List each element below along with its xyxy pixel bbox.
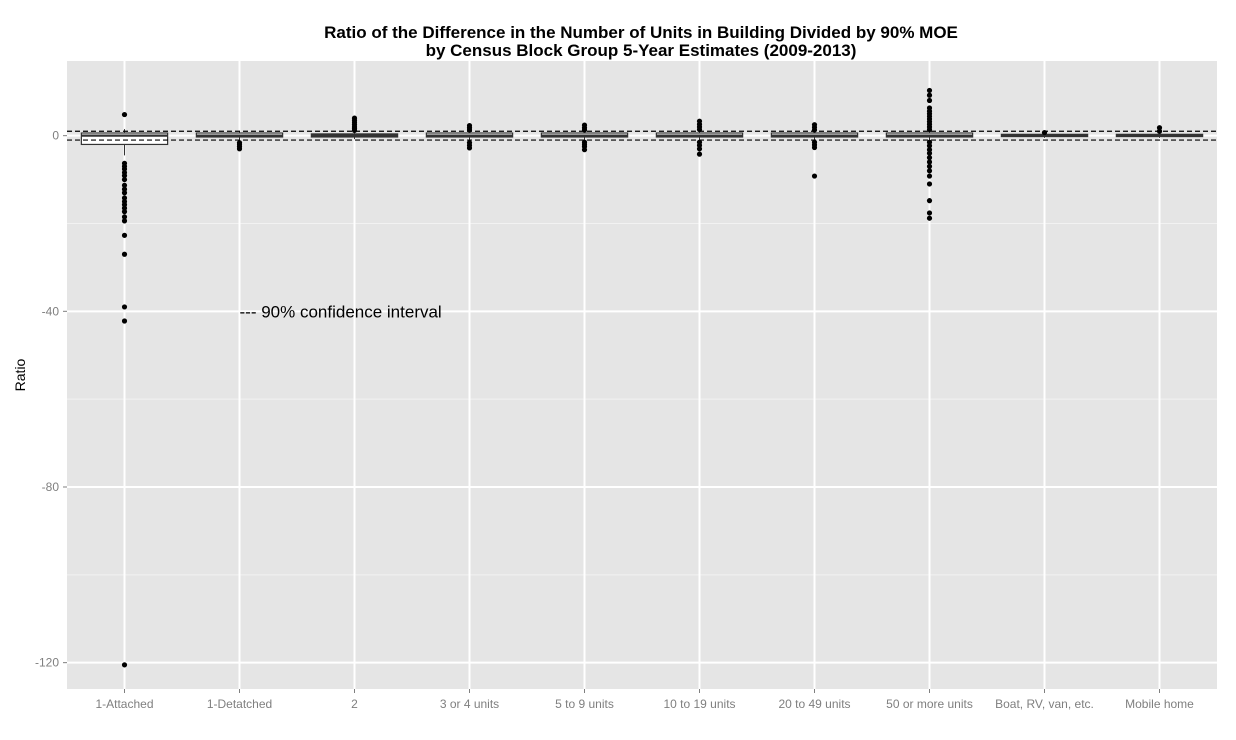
outlier-point (121, 232, 128, 238)
chart-title-line1: Ratio of the Difference in the Number of… (324, 23, 958, 42)
box-6 (655, 118, 744, 157)
y-tick-label: 0 (52, 129, 59, 143)
axes-layer: 0 -40 -80 -120 1-Attached 1-Detatched 2 3 or 4 … (35, 129, 1194, 711)
outlier-point (696, 146, 703, 152)
x-tick-label: 20 to 49 units (778, 697, 850, 711)
box-4 (425, 122, 514, 151)
x-tick-label: 5 to 9 units (555, 697, 614, 711)
outlier-point (696, 118, 703, 124)
outlier-point (926, 215, 933, 221)
outlier-point (696, 151, 703, 157)
outlier-point (581, 122, 588, 128)
x-tick-label: Mobile home (1125, 697, 1194, 711)
box-1 (80, 111, 169, 668)
x-tick-label: 1-Attached (95, 697, 153, 711)
x-tick-label: 3 or 4 units (440, 697, 499, 711)
x-tick-label: 2 (351, 697, 358, 711)
box-3 (310, 115, 399, 140)
outlier-point (121, 176, 128, 183)
outlier-point (926, 181, 933, 187)
outlier-point (121, 251, 128, 257)
y-tick-label: -80 (42, 480, 60, 494)
outlier-point (926, 210, 933, 216)
outlier-point (1156, 125, 1163, 131)
outlier-point (351, 115, 358, 121)
outlier-point (121, 111, 128, 118)
x-tick-label: 50 or more units (886, 697, 973, 711)
outlier-point (581, 147, 588, 153)
box-9 (1000, 129, 1089, 138)
x-tick-label: 10 to 19 units (663, 697, 735, 711)
outlier-point (926, 198, 933, 204)
outlier-point (811, 122, 818, 128)
outlier-point (926, 159, 933, 165)
boxes-layer (80, 87, 1204, 668)
outlier-point (926, 163, 933, 169)
outlier-point (926, 168, 933, 174)
outlier-point (121, 218, 128, 224)
outlier-point (926, 155, 933, 161)
y-tick-label: -40 (42, 304, 60, 318)
outlier-point (811, 144, 818, 151)
y-axis-title: Ratio (12, 358, 28, 391)
outlier-point (811, 173, 818, 179)
outlier-point (121, 182, 128, 188)
outlier-point (121, 209, 128, 215)
outlier-point (926, 143, 933, 149)
outlier-point (926, 97, 933, 104)
outlier-point (466, 145, 473, 151)
y-tick-label: -120 (35, 656, 59, 670)
outlier-point (121, 662, 128, 668)
outlier-point (926, 92, 933, 98)
confidence-interval-annotation: --- 90% confidence interval (240, 302, 442, 321)
outlier-point (121, 214, 128, 220)
outlier-point (926, 173, 933, 179)
outlier-point (236, 146, 243, 152)
outlier-point (926, 150, 933, 156)
box-5 (540, 122, 629, 153)
box-2 (195, 131, 284, 152)
chart-title-line2: by Census Block Group 5-Year Estimates (… (425, 41, 857, 60)
outlier-point (121, 190, 128, 196)
x-tick-label: Boat, RV, van, etc. (995, 697, 1094, 711)
outlier-point (466, 122, 473, 129)
plot-panel (67, 61, 1217, 689)
outlier-point (121, 318, 128, 324)
outlier-point (121, 173, 128, 179)
box-10 (1115, 125, 1204, 138)
box-body (80, 132, 169, 146)
x-tick-label: 1-Detatched (207, 697, 272, 711)
outlier-point (926, 87, 933, 94)
outlier-point (121, 304, 128, 310)
box-8 (885, 87, 974, 221)
outlier-point (926, 126, 933, 133)
